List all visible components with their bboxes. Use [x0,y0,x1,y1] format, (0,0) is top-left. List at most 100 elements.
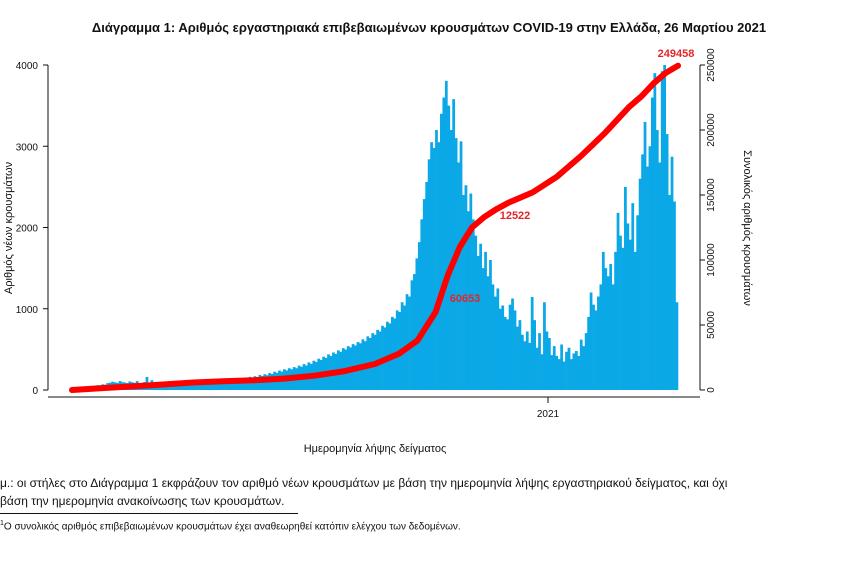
bar [597,296,600,390]
bar [555,355,559,391]
bar [489,260,492,390]
left-y-axis: 0 1000 2000 3000 4000 [16,61,49,397]
bar [167,384,171,390]
bar [636,215,640,390]
bar [199,382,203,390]
bar [246,378,249,390]
bar [621,247,625,390]
bar [506,319,510,390]
bar [673,201,676,390]
left-tick-label: 3000 [16,142,39,153]
bar [179,383,183,390]
right-tick-label: 100000 [706,243,717,277]
bar [243,377,247,390]
footnote: 1Ο συνολικός αριθμός επιβεβαιωμένων κρου… [0,520,461,532]
bar [641,154,644,391]
bar [631,203,635,390]
bar [533,320,536,391]
bar [172,384,176,390]
bar [565,351,568,390]
bar [400,302,404,390]
bar [528,342,532,391]
bar [484,251,487,391]
daily-cases-bars [72,65,679,391]
bar [665,134,669,390]
bar [592,304,595,390]
bar [175,383,178,390]
bar [508,304,512,390]
bar [579,339,583,391]
bar [413,274,416,390]
bar [638,178,642,390]
chart-plot: 0 1000 2000 3000 4000 0 50000 100000 150000 2000… [3,48,753,455]
annotation-label: 249458 [658,48,695,60]
bar [474,235,478,391]
right-tick-label: 50000 [706,311,717,339]
bar [422,199,426,390]
bar [560,344,563,390]
bar [626,223,630,390]
bar [248,376,252,390]
bar [513,310,517,391]
bar [668,195,671,390]
bar [440,113,443,390]
bar [651,97,654,390]
bar [547,338,551,390]
bar [457,162,460,390]
bar [182,384,186,390]
bar [481,268,485,391]
bar [491,284,495,391]
bar [516,326,519,391]
bar [432,147,436,391]
right-tick-label: 0 [706,387,717,393]
bar [194,383,198,390]
bar [653,73,657,391]
bar [233,379,237,390]
bar [452,99,456,391]
bar [231,381,235,390]
bar [415,258,419,391]
y2-axis-title: Συνολικός αριθμός κρουσμάτων [741,150,753,306]
note-divider [0,513,298,514]
bar [589,292,593,390]
bar [214,381,218,390]
bar [444,80,448,390]
bar [479,243,483,390]
footnote-text: Ο συνολικός αριθμός επιβεβαιωμένων κρουσ… [3,521,461,533]
bar [557,359,561,391]
bar [525,331,529,390]
bar [552,346,556,391]
note-line-1: μ.: οι στήλες στο Διάγραμμα 1 εκφράζουν … [0,476,728,490]
left-tick-label: 4000 [16,61,39,72]
bar [256,377,259,390]
bar [538,333,541,391]
bar [601,251,605,391]
left-tick-label: 0 [32,386,38,397]
bar [493,296,497,390]
bar [410,280,414,390]
bar [189,383,193,390]
bar [545,331,549,390]
bar [503,316,507,391]
bar [572,353,576,390]
bar [238,378,242,391]
bar [611,284,615,391]
annotations: 249458 12522 60653 [450,48,695,305]
annotation-label: 12522 [500,210,531,222]
bar [535,347,539,390]
bar [224,380,227,390]
bar [187,384,191,390]
bar [587,316,590,391]
bar [501,305,505,390]
bar [219,381,222,390]
bar [206,383,210,390]
bar [646,166,649,390]
bar [430,142,433,390]
bar [663,65,667,390]
bar [562,361,566,390]
bar [202,383,205,390]
bar [265,375,269,390]
bar [594,310,598,391]
bar [577,355,581,391]
right-tick-label: 200000 [706,113,717,147]
